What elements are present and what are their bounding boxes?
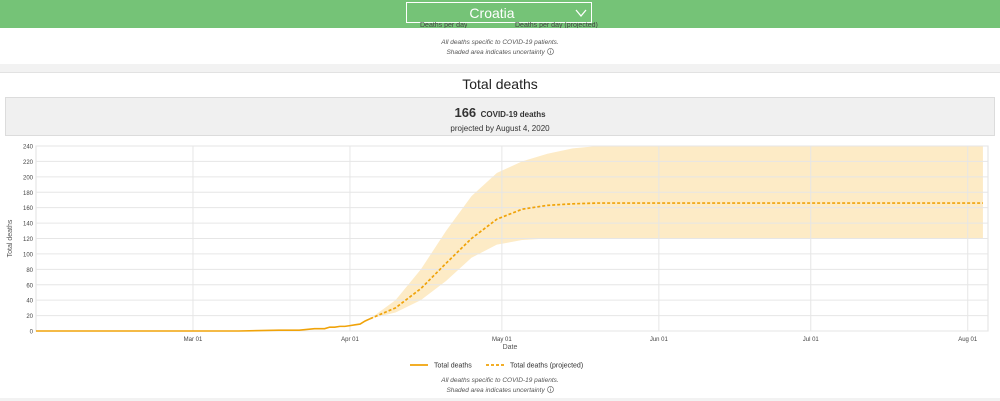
y-tick-label: 160: [23, 206, 34, 212]
x-tick-label: Apr 01: [341, 337, 359, 343]
y-tick-label: 100: [23, 252, 34, 258]
footer-note-deaths: All deaths specific to COVID-19 patients…: [441, 377, 559, 384]
y-tick-label: 180: [23, 191, 34, 197]
legend-label-total-deaths[interactable]: Total deaths: [434, 363, 472, 370]
series-line-total-deaths: [36, 317, 371, 332]
summary-headline: 166 COVID-19 deaths: [6, 104, 994, 122]
y-tick-label: 140: [23, 222, 34, 228]
country-select-label: Croatia: [469, 5, 515, 21]
prev-notes: All deaths specific to COVID-19 patients…: [0, 38, 1000, 58]
y-tick-label: 240: [23, 145, 34, 151]
top-bar: Croatia: [0, 0, 1000, 28]
y-tick-label: 40: [26, 299, 33, 305]
y-tick-label: 200: [23, 175, 34, 181]
prev-note-deaths: All deaths specific to COVID-19 patients…: [441, 39, 559, 46]
prev-note-uncertainty: Shaded area indicates uncertainty: [0, 48, 1000, 58]
footer-note-uncertainty: Shaded area indicates uncertainty: [0, 386, 1000, 396]
bottom-divider: [0, 398, 1000, 401]
prev-legend-item: Deaths per day: [420, 22, 468, 28]
x-axis-label: Date: [503, 344, 518, 351]
y-tick-label: 120: [23, 237, 34, 243]
x-tick-label: May 01: [492, 337, 512, 343]
chevron-down-icon: [575, 9, 587, 18]
y-tick-label: 80: [26, 268, 33, 274]
x-tick-label: Mar 01: [184, 337, 203, 343]
summary-value: 166: [454, 105, 477, 120]
total-deaths-chart: 0 20 40 60 80 100 120 140 160 180 200 220 240 Mar 01 A…: [7, 145, 989, 370]
y-tick-label: 60: [26, 283, 33, 289]
y-tick-label: 20: [26, 314, 33, 320]
y-axis-label: Total deaths: [7, 219, 14, 257]
prev-legend-item-projected: Deaths per day (projected): [515, 22, 598, 28]
info-icon[interactable]: [546, 48, 554, 55]
x-tick-label: Jul 01: [803, 337, 820, 343]
legend-label-projected[interactable]: Total deaths (projected): [510, 363, 583, 370]
section-divider: [0, 64, 1000, 73]
summary-label: COVID-19 deaths: [480, 110, 546, 119]
summary-box: 166 COVID-19 deaths projected by August …: [5, 97, 995, 136]
footer-notes: All deaths specific to COVID-19 patients…: [0, 376, 1000, 396]
x-tick-label: Jun 01: [650, 337, 669, 343]
y-tick-label: 0: [30, 330, 34, 336]
info-icon[interactable]: [546, 386, 554, 393]
series-line-projected: [369, 202, 983, 320]
uncertainty-band: [370, 146, 983, 319]
summary-date: projected by August 4, 2020: [450, 124, 550, 133]
country-select[interactable]: Croatia: [406, 2, 592, 23]
x-tick-label: Aug 01: [958, 337, 978, 343]
y-tick-label: 220: [23, 160, 34, 166]
section-title: Total deaths: [462, 76, 538, 92]
